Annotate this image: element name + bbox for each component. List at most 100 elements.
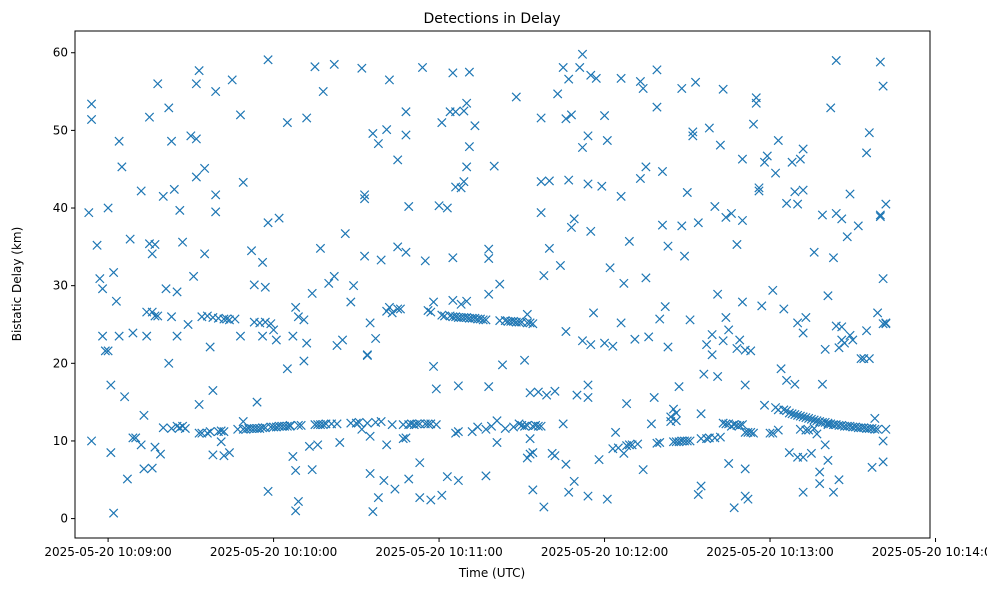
data-point [481,424,491,434]
data-point [100,346,110,356]
data-point [861,148,872,158]
data-point [346,297,356,307]
data-point [97,284,108,294]
data-point [235,110,246,120]
data-point [599,111,610,121]
data-point [131,433,141,443]
data-point [307,288,317,299]
data-point [721,312,731,323]
data-point [806,414,817,424]
data-point [553,89,563,99]
data-point [881,199,891,209]
data-point [693,218,703,228]
data-point [371,333,381,344]
data-point [539,270,549,281]
data-point [260,282,270,292]
data-point [765,428,775,438]
data-point [621,399,632,409]
x-tick-label: 2025-05-20 10:11:00 [375,545,502,559]
data-point [870,413,880,424]
data-point [759,157,770,167]
data-point [715,140,726,150]
data-point [500,423,510,434]
data-point [569,214,579,224]
data-point [473,422,483,432]
data-point [238,416,248,427]
data-point [282,421,292,431]
x-tick-label: 2025-05-20 10:10:00 [210,545,337,559]
data-point [362,418,372,428]
data-point [699,369,709,379]
data-point [878,319,888,329]
data-point [340,229,350,239]
data-point [533,387,543,397]
data-point [497,360,508,370]
data-point [456,299,466,309]
data-point [357,63,367,73]
data-point [164,103,174,113]
data-point [525,433,535,444]
data-point [431,420,441,430]
data-point [202,311,213,321]
data-point [304,441,315,452]
data-point [464,142,475,152]
data-point [715,432,726,442]
data-point [302,338,312,348]
data-point [586,340,596,350]
data-point [663,241,673,251]
data-point [282,364,292,374]
data-point [335,437,345,448]
data-point [591,73,601,83]
y-axis: 0 10 20 30 40 50 60 [53,46,75,526]
data-point [671,416,681,426]
data-point [536,113,546,123]
x-tick-label: 2025-05-20 10:09:00 [44,545,171,559]
data-point [263,55,273,65]
data-point [688,127,698,137]
data-point [393,155,403,165]
data-point [125,234,135,244]
data-point [878,457,888,467]
data-point [809,415,819,425]
data-point [428,297,439,307]
y-tick-label: 40 [53,201,68,215]
data-point [293,420,304,431]
data-point [748,428,759,438]
data-point [216,437,226,447]
data-point [108,508,119,518]
data-point [456,183,466,193]
data-point [230,314,240,324]
data-point [685,436,695,446]
data-point [525,449,535,459]
data-point [462,296,472,306]
data-point [158,423,168,433]
data-point [453,381,463,391]
data-point [106,447,116,458]
data-point [878,436,888,446]
data-point [484,253,494,264]
data-point [795,411,805,421]
data-point [153,79,163,89]
data-point [792,410,803,420]
data-point [710,201,720,212]
data-point [296,420,306,431]
data-point [674,381,684,392]
data-point [462,98,472,108]
data-point [848,335,858,345]
data-point [704,123,714,133]
data-point [484,381,494,392]
data-point [583,380,593,390]
chart-title: Detections in Delay [423,11,560,27]
data-point [594,454,604,465]
data-point [114,136,124,146]
data-point [227,75,237,85]
y-tick-label: 30 [53,279,68,293]
data-point [166,423,177,434]
data-point [864,128,874,138]
data-point [459,177,469,187]
data-point [724,325,734,335]
data-point [211,86,221,97]
data-point [663,342,673,352]
data-point [481,471,491,481]
data-point [332,419,342,429]
